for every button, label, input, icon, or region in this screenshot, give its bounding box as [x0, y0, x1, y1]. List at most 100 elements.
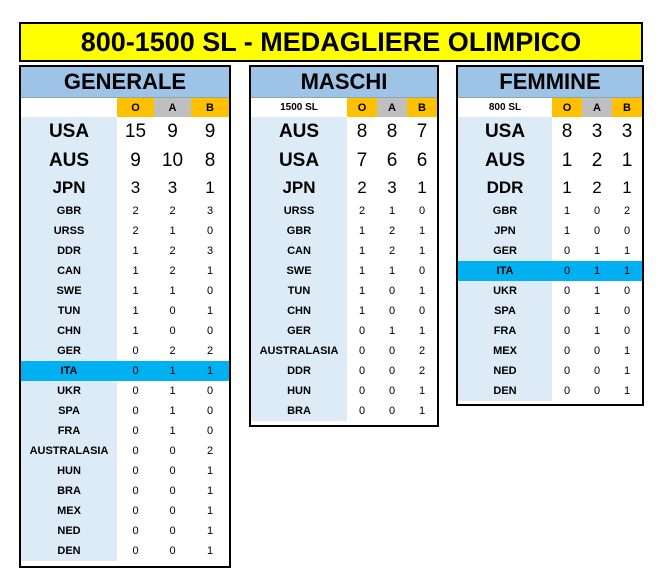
silver-count: 9 — [154, 117, 191, 146]
silver-count: 0 — [154, 501, 191, 521]
nation-cell: USA — [21, 117, 117, 146]
silver-count: 0 — [154, 321, 191, 341]
table-row: GBR 1 2 1 — [251, 221, 437, 241]
gold-count: 2 — [117, 221, 154, 241]
bronze-count: 0 — [191, 401, 229, 421]
table-row: CHN 1 0 0 — [21, 321, 229, 341]
event-label — [21, 98, 117, 117]
bronze-count: 8 — [191, 146, 229, 175]
table-row: ITA 0 1 1 — [21, 361, 229, 381]
panel-title: GENERALE — [21, 67, 229, 98]
nation-cell: MEX — [21, 501, 117, 521]
table-row: AUS 8 8 7 — [251, 117, 437, 146]
nation-cell: HUN — [251, 381, 347, 401]
table-row: JPN 3 3 1 — [21, 175, 229, 201]
nation-cell: HUN — [21, 461, 117, 481]
table-row: USA 15 9 9 — [21, 117, 229, 146]
bronze-count: 1 — [191, 461, 229, 481]
silver-count: 1 — [582, 321, 612, 341]
panel-title: FEMMINE — [458, 67, 642, 98]
gold-count: 1 — [117, 321, 154, 341]
header-row: 800 SL O A B — [458, 98, 642, 117]
nation-cell: USA — [251, 146, 347, 175]
nation-cell: ITA — [21, 361, 117, 381]
table-row: MEX 0 0 1 — [458, 341, 642, 361]
gold-count: 0 — [552, 281, 582, 301]
silver-count: 0 — [154, 541, 191, 561]
table-row: GER 0 1 1 — [251, 321, 437, 341]
gold-count: 0 — [117, 441, 154, 461]
table-row: AUSTRALASIA 0 0 2 — [251, 341, 437, 361]
silver-count: 2 — [154, 201, 191, 221]
silver-count: 1 — [377, 321, 407, 341]
nation-cell: SWE — [21, 281, 117, 301]
gold-header: O — [347, 98, 377, 117]
nation-cell: CAN — [21, 261, 117, 281]
nation-cell: JPN — [458, 221, 552, 241]
table-row: AUS 1 2 1 — [458, 146, 642, 175]
page-title: 800-1500 SL - MEDAGLIERE OLIMPICO — [19, 22, 643, 62]
silver-count: 1 — [377, 261, 407, 281]
silver-count: 0 — [154, 301, 191, 321]
table-row: HUN 0 0 1 — [21, 461, 229, 481]
bronze-count: 3 — [191, 201, 229, 221]
nation-cell: CAN — [251, 241, 347, 261]
nation-cell: DEN — [458, 381, 552, 401]
table-row: NED 0 0 1 — [21, 521, 229, 541]
bronze-count: 1 — [191, 261, 229, 281]
gold-count: 0 — [552, 321, 582, 341]
silver-count: 1 — [154, 381, 191, 401]
nation-cell: FRA — [21, 421, 117, 441]
silver-count: 0 — [377, 301, 407, 321]
table-row: SWE 1 1 0 — [21, 281, 229, 301]
silver-count: 0 — [582, 201, 612, 221]
panel-maschi: MASCHI 1500 SL O A B AUS 8 8 7 USA 7 6 6 JPN 2 3 1 URSS 2… — [249, 65, 439, 427]
silver-count: 10 — [154, 146, 191, 175]
silver-count: 2 — [154, 261, 191, 281]
nation-cell: FRA — [458, 321, 552, 341]
silver-count: 0 — [582, 221, 612, 241]
bronze-count: 2 — [191, 341, 229, 361]
silver-count: 2 — [582, 146, 612, 175]
silver-header: A — [154, 98, 191, 117]
silver-count: 2 — [582, 175, 612, 201]
silver-count: 0 — [377, 341, 407, 361]
silver-count: 0 — [582, 361, 612, 381]
gold-count: 1 — [117, 241, 154, 261]
silver-count: 0 — [154, 521, 191, 541]
gold-count: 0 — [552, 381, 582, 401]
gold-count: 0 — [347, 321, 377, 341]
bronze-count: 0 — [191, 221, 229, 241]
bronze-count: 6 — [407, 146, 437, 175]
nation-cell: TUN — [21, 301, 117, 321]
table-row: SPA 0 1 0 — [458, 301, 642, 321]
nation-cell: AUSTRALASIA — [251, 341, 347, 361]
bronze-count: 1 — [407, 381, 437, 401]
gold-count: 1 — [347, 281, 377, 301]
bronze-count: 1 — [191, 175, 229, 201]
silver-count: 1 — [154, 401, 191, 421]
bronze-count: 1 — [191, 521, 229, 541]
silver-count: 0 — [582, 341, 612, 361]
nation-cell: CHN — [251, 301, 347, 321]
table-row: URSS 2 1 0 — [21, 221, 229, 241]
silver-count: 0 — [377, 281, 407, 301]
gold-count: 0 — [552, 361, 582, 381]
table-row: NED 0 0 1 — [458, 361, 642, 381]
gold-count: 0 — [117, 421, 154, 441]
bronze-count: 1 — [612, 175, 642, 201]
gold-count: 0 — [552, 241, 582, 261]
bronze-count: 2 — [612, 201, 642, 221]
gold-count: 0 — [117, 461, 154, 481]
nation-cell: GER — [458, 241, 552, 261]
gold-count: 8 — [347, 117, 377, 146]
silver-header: A — [582, 98, 612, 117]
nation-cell: TUN — [251, 281, 347, 301]
gold-count: 1 — [552, 221, 582, 241]
nation-cell: ITA — [458, 261, 552, 281]
table-row: GBR 2 2 3 — [21, 201, 229, 221]
table-row: MEX 0 0 1 — [21, 501, 229, 521]
nation-cell: CHN — [21, 321, 117, 341]
gold-count: 0 — [347, 401, 377, 421]
